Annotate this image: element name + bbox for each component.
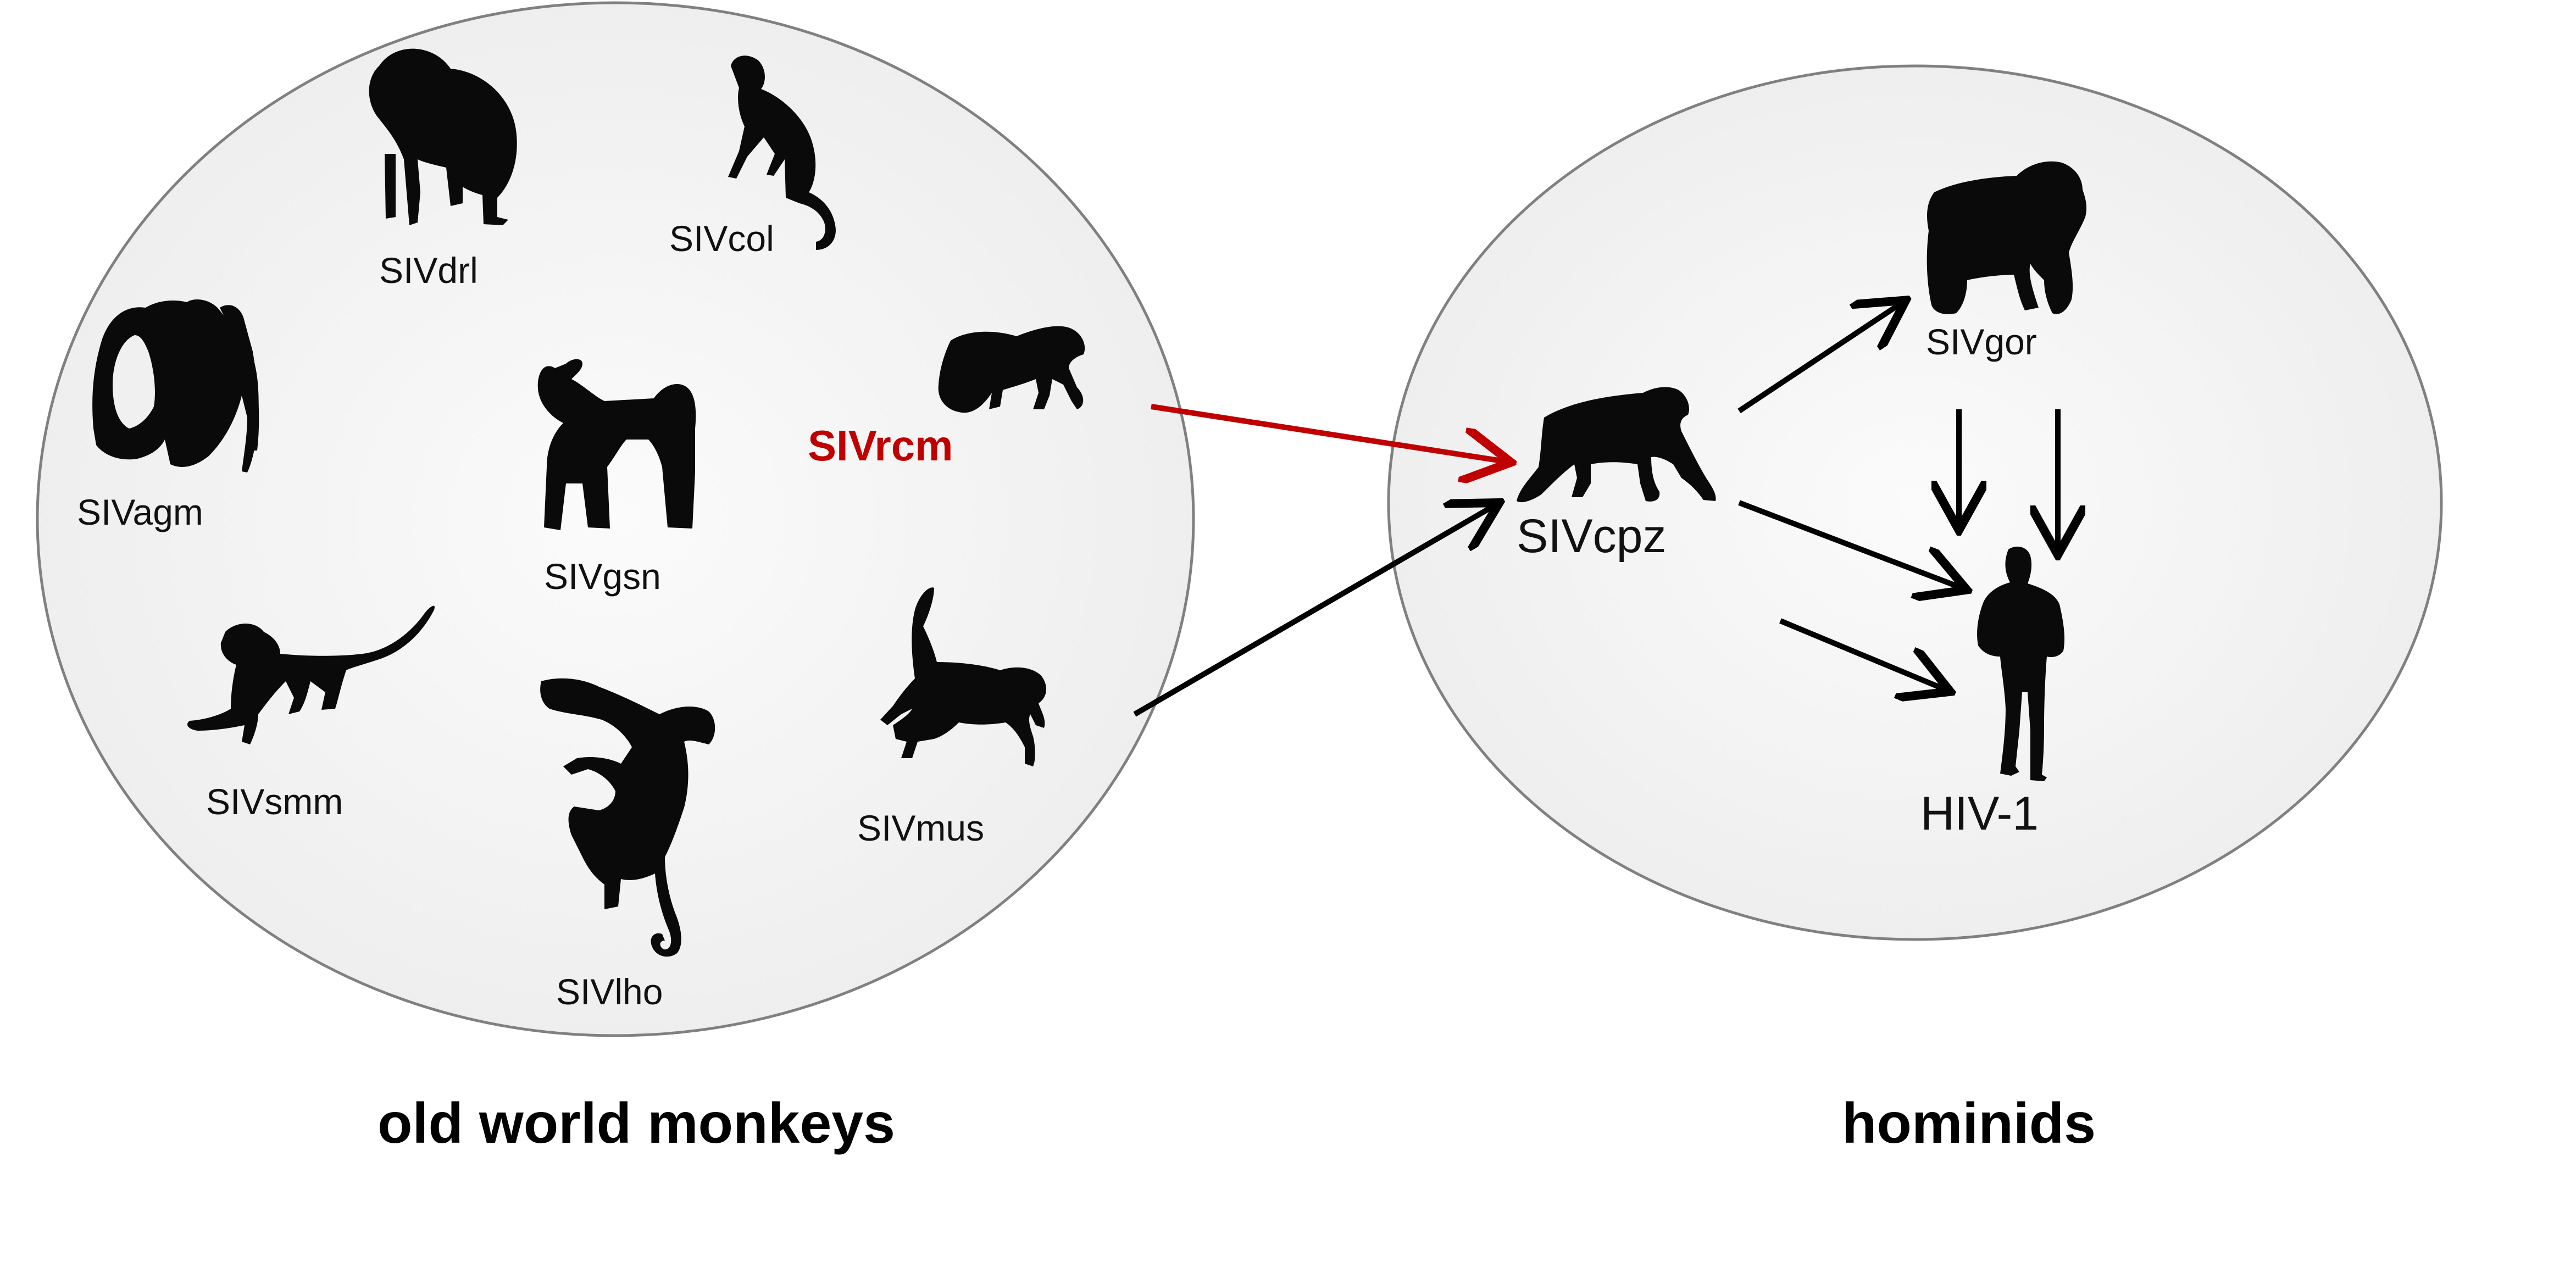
mangabey-silhouette-icon — [938, 326, 1085, 413]
group-label-old-world-monkeys: old world monkeys — [377, 1092, 895, 1155]
agm-monkey-silhouette-icon — [92, 299, 259, 472]
arrow-cpz-to-hiv — [1738, 500, 1962, 588]
old-world-monkeys-region — [36, 1, 1195, 1037]
label-sivlho: SIVlho — [556, 971, 663, 1012]
label-sivcol: SIVcol — [669, 218, 774, 259]
label-sivsmm: SIVsmm — [206, 781, 343, 822]
hominids-region — [1387, 64, 2443, 941]
drill-silhouette-icon — [369, 48, 517, 225]
sooty-mangabey-silhouette-icon — [187, 605, 435, 744]
gorilla-silhouette-icon — [1927, 161, 2087, 314]
label-sivdrl: SIVdrl — [379, 250, 478, 291]
label-sivagm: SIVagm — [77, 492, 203, 532]
arrow-rcm-to-cpz — [1151, 404, 1506, 461]
label-sivmus: SIVmus — [857, 808, 984, 848]
label-sivcpz: SIVcpz — [1517, 510, 1666, 563]
guenon-silhouette-icon — [537, 359, 696, 530]
human-silhouette-icon — [1977, 546, 2065, 781]
label-sivrcm: SIVrcm — [808, 421, 953, 470]
arrow-cpz-to-gor — [1737, 303, 1901, 414]
label-hiv-1: HIV-1 — [1920, 787, 2039, 840]
group-label-hominids: hominids — [1842, 1092, 2096, 1155]
chimpanzee-silhouette-icon — [1517, 387, 1716, 503]
colobus-silhouette-icon — [728, 55, 836, 251]
label-sivgor: SIVgor — [1926, 321, 2037, 362]
arrow-direct-to-hiv — [1779, 618, 1945, 689]
label-sivgsn: SIVgsn — [544, 556, 661, 597]
lhoest-monkey-silhouette-icon — [540, 678, 715, 957]
arrow-mus-to-cpz — [1133, 505, 1495, 717]
mustached-monkey-silhouette-icon — [880, 587, 1047, 766]
